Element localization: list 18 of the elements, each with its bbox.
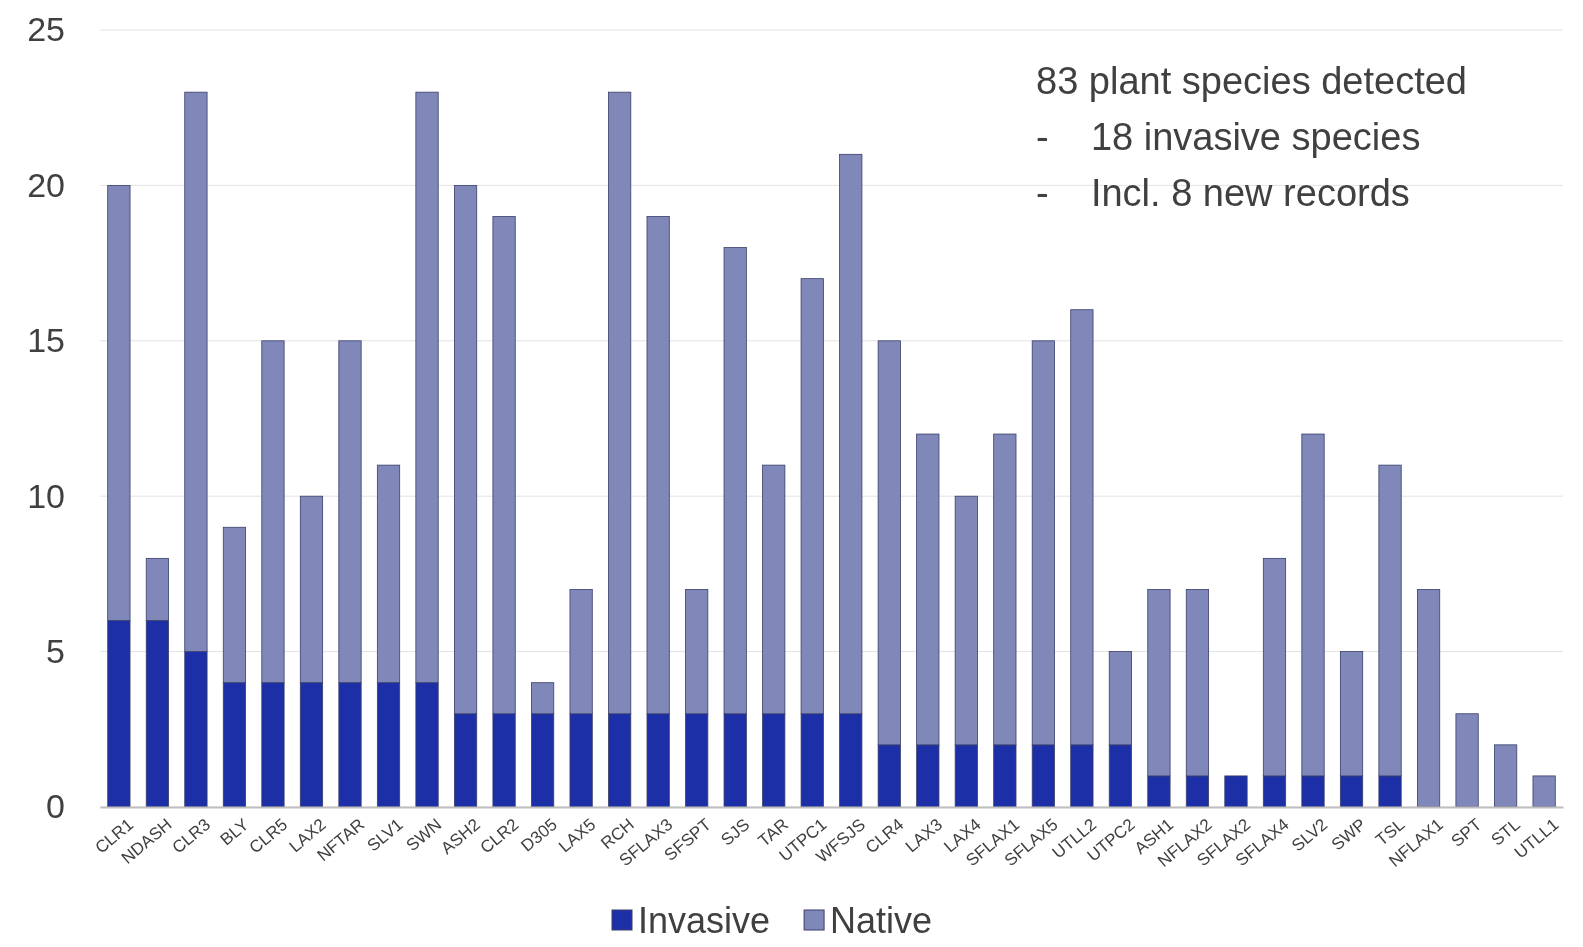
- bar: [1416, 589, 1441, 808]
- bar: [1532, 775, 1556, 808]
- y-tick-label: 5: [46, 631, 65, 670]
- annotation: - 18 invasive species: [1036, 116, 1421, 158]
- bar: [1224, 775, 1248, 808]
- annotation: - Incl. 8 new records: [1036, 172, 1410, 214]
- y-tick-label: 25: [27, 10, 65, 49]
- bar: [1494, 744, 1518, 808]
- legend-label: Invasive: [638, 900, 771, 941]
- y-tick-label: 10: [27, 476, 65, 515]
- annotation: 83 plant species detected: [1036, 60, 1467, 102]
- y-tick-label: 0: [46, 787, 65, 826]
- x-tick-label: SPT: [1447, 814, 1486, 851]
- legend-label: Native: [830, 900, 933, 941]
- x-tick-label: SJS: [717, 814, 754, 850]
- bar: [1455, 713, 1479, 808]
- y-tick-label: 20: [27, 165, 65, 204]
- y-tick-label: 15: [27, 321, 65, 360]
